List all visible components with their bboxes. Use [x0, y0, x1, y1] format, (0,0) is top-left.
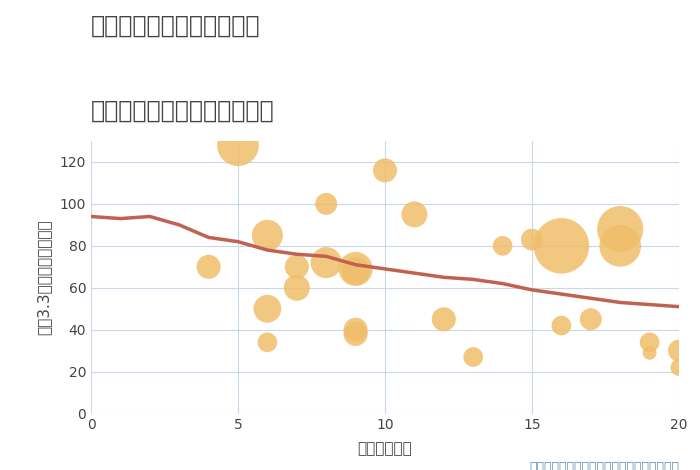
Point [232, 141, 244, 149]
Text: 駅距離別中古マンション価格: 駅距離別中古マンション価格 [91, 99, 274, 123]
Point [350, 330, 361, 337]
Point [321, 259, 332, 266]
Point [497, 242, 508, 250]
Point [526, 236, 538, 243]
Text: 奈良県奈良市阿字万字町の: 奈良県奈良市阿字万字町の [91, 14, 260, 38]
Point [350, 265, 361, 273]
Point [556, 242, 567, 250]
Point [262, 232, 273, 239]
Point [615, 242, 626, 250]
X-axis label: 駅距離（分）: 駅距離（分） [358, 441, 412, 456]
Point [203, 263, 214, 271]
Point [673, 347, 685, 354]
Point [291, 263, 302, 271]
Point [673, 364, 685, 371]
Point [556, 322, 567, 329]
Point [585, 315, 596, 323]
Point [321, 200, 332, 208]
Point [468, 353, 479, 361]
Y-axis label: 坪（3.3㎡）単価（万円）: 坪（3.3㎡）単価（万円） [36, 219, 51, 335]
Point [350, 326, 361, 334]
Point [438, 315, 449, 323]
Point [615, 225, 626, 233]
Point [409, 211, 420, 218]
Point [350, 267, 361, 275]
Point [262, 305, 273, 313]
Text: 円の大きさは、取引のあった物件面積を示す: 円の大きさは、取引のあった物件面積を示す [529, 461, 679, 470]
Point [644, 338, 655, 346]
Point [644, 349, 655, 357]
Point [379, 166, 391, 174]
Point [262, 338, 273, 346]
Point [291, 284, 302, 291]
